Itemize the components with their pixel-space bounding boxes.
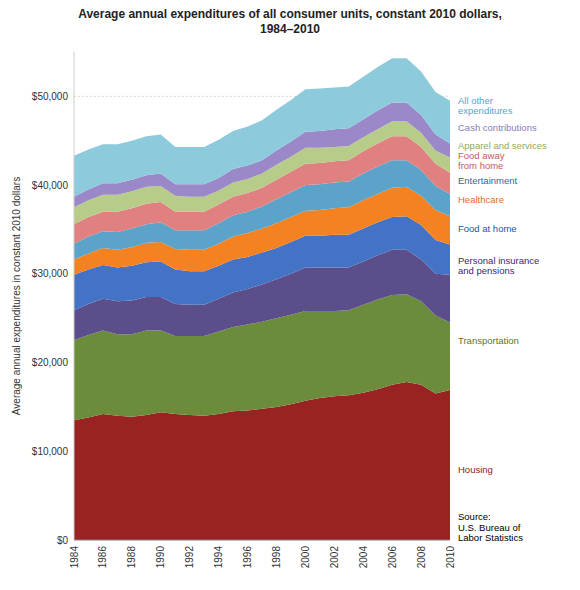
areas [74, 58, 450, 540]
x-tick-label: 1986 [97, 546, 108, 569]
y-tick-label: $20,000 [32, 357, 69, 368]
grid-line [74, 540, 450, 541]
x-axis-line [74, 540, 450, 541]
annotation: Source:U.S. Bureau ofLabor Statistics [458, 511, 523, 543]
y-tick-label: $10,000 [32, 446, 69, 457]
annotation: Food awayfrom home [458, 149, 505, 171]
annotation: All otherexpenditures [458, 94, 513, 116]
x-tick-label: 1996 [242, 546, 253, 569]
area [74, 58, 450, 196]
annotation: Food at home [458, 222, 517, 233]
x-tick-label: 2010 [445, 546, 456, 569]
y-ticks: $0 $10,000 $20,000 $30,000 $40,000 $50,000 [32, 91, 69, 546]
annotation: Cash contributions [458, 122, 537, 133]
title: Average annual expenditures of all consu… [78, 7, 502, 36]
x-tick-label: 2002 [329, 546, 340, 569]
annotations: Housing Transportation Personal insurancea… [458, 94, 547, 542]
y-axis-label: Average annual expenditures in constant … [11, 177, 22, 415]
x-tick-label: 2004 [358, 546, 369, 569]
x-tick-label: 2000 [300, 546, 311, 569]
y-tick-label: $0 [57, 535, 69, 546]
x-tick-label: 1998 [271, 546, 282, 569]
x-tick-label: 1984 [69, 546, 80, 569]
y-tick-label: $50,000 [32, 91, 69, 102]
x-tick-label: 1994 [213, 546, 224, 569]
annotation: Entertainment [458, 174, 518, 185]
x-tick-label: 1990 [155, 546, 166, 569]
x-tick-label: 1988 [126, 546, 137, 569]
annotation: Healthcare [458, 194, 504, 205]
x-tick-label: 2008 [416, 546, 427, 569]
annotation: Housing [458, 464, 493, 475]
annotation: Apparel and services [458, 140, 547, 151]
y-axis-line [74, 52, 75, 540]
annotation: Personal insuranceand pensions [458, 254, 539, 276]
y-tick-label: $40,000 [32, 180, 69, 191]
annotation: Transportation [458, 335, 519, 346]
x-tick-label: 1992 [184, 546, 195, 569]
y-tick-label: $30,000 [32, 268, 69, 279]
x-ticks: 1984 1986 1988 1990 1992 1994 1996 1998 2000 2002… [69, 546, 456, 569]
chart: Average annual expenditures of all consu… [0, 0, 580, 590]
x-tick-label: 2006 [387, 546, 398, 569]
